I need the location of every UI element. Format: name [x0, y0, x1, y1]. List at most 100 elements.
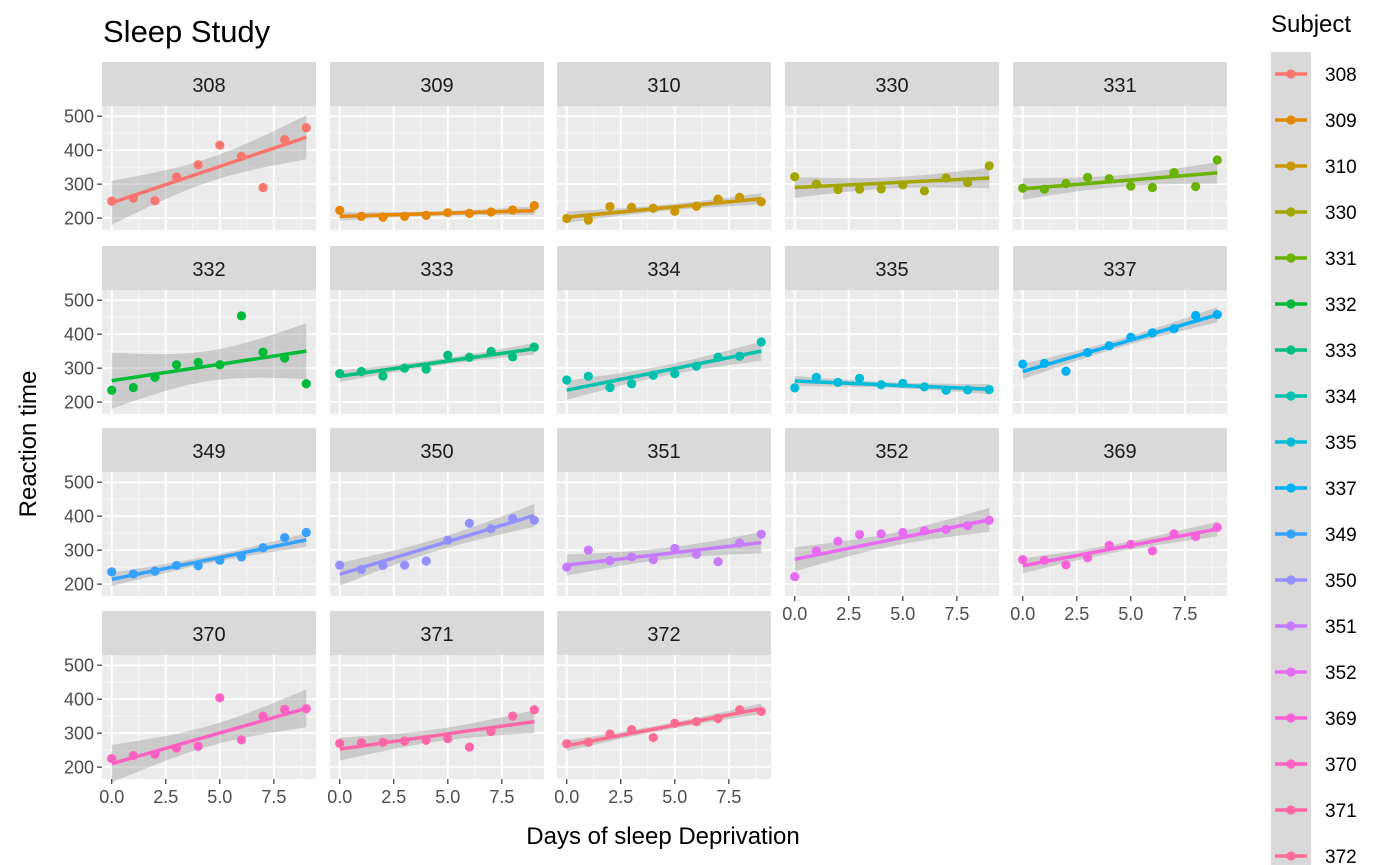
x-tick-label: 7.5: [489, 787, 514, 807]
facet-strip-label: 335: [875, 259, 908, 281]
data-point: [280, 135, 290, 145]
legend-label: 351: [1325, 617, 1357, 638]
legend-label: 370: [1325, 755, 1357, 776]
facet-panel-335: 335: [785, 246, 999, 414]
data-point: [735, 538, 745, 548]
data-point: [356, 366, 366, 377]
y-tick-label: 400: [64, 690, 94, 710]
facet-strip: [557, 246, 771, 290]
data-point: [1147, 182, 1158, 193]
legend-label: 350: [1325, 571, 1357, 592]
data-point: [756, 706, 766, 716]
data-point: [919, 382, 930, 392]
y-tick-label: 300: [64, 541, 94, 561]
data-point: [735, 351, 745, 361]
data-point: [301, 527, 311, 538]
data-point: [1104, 341, 1114, 351]
x-tick-label: 2.5: [608, 787, 633, 807]
data-point: [626, 202, 637, 212]
panel-background: [1013, 106, 1227, 230]
data-point: [583, 737, 593, 747]
legend-label: 349: [1325, 525, 1357, 546]
data-point: [193, 357, 203, 367]
panel-background: [785, 472, 999, 596]
data-point: [193, 561, 203, 571]
x-tick-label: 2.5: [153, 787, 178, 807]
fit-line: [794, 176, 990, 190]
data-point: [464, 742, 475, 752]
data-point: [735, 192, 745, 202]
data-point: [833, 184, 843, 195]
facet-strip-label: 350: [420, 441, 453, 463]
facet-panel-330: 330: [785, 62, 999, 230]
facet-strip: [557, 62, 771, 106]
data-point: [236, 151, 247, 161]
data-point: [670, 718, 680, 728]
data-point: [443, 208, 453, 218]
legend-label: 372: [1325, 847, 1357, 865]
data-point: [464, 208, 475, 218]
fit-line: [339, 347, 535, 379]
x-tick-label: 0.0: [327, 787, 352, 807]
facet-strip: [102, 428, 316, 472]
data-point: [876, 380, 886, 390]
y-tick-label: 300: [64, 175, 94, 195]
legend-point-swatch: [1286, 851, 1296, 861]
data-point: [898, 527, 908, 538]
legend-item-334: 334: [1275, 387, 1357, 408]
data-point: [713, 352, 723, 362]
y-tick-label: 300: [64, 359, 94, 379]
legend-key-background: [1271, 52, 1311, 865]
legend-item-330: 330: [1275, 203, 1357, 224]
facet-strip-label: 351: [647, 441, 680, 463]
data-point: [1126, 181, 1136, 191]
facet-strip-label: 334: [647, 259, 680, 281]
fit-line: [566, 540, 762, 567]
panel-background: [785, 290, 999, 414]
legend-point-swatch: [1286, 69, 1296, 79]
data-point: [876, 529, 886, 539]
legend-label: 335: [1325, 433, 1357, 454]
facet-strip-label: 371: [420, 624, 453, 646]
data-point: [399, 211, 410, 222]
facet-panel-372: 372 0.0 2.5 5.0 7.5: [554, 611, 771, 807]
data-point: [562, 562, 572, 572]
data-point: [984, 161, 994, 171]
data-point: [464, 352, 475, 362]
data-point: [691, 716, 702, 727]
data-point: [790, 572, 800, 582]
data-point: [215, 555, 225, 565]
fit-line: [339, 208, 535, 219]
data-point: [128, 750, 138, 761]
facet-panel-310: 310: [557, 62, 771, 230]
data-point: [1104, 540, 1114, 550]
data-point: [150, 566, 160, 576]
data-point: [562, 739, 572, 749]
data-point: [335, 738, 345, 748]
data-point: [529, 200, 539, 211]
data-point: [280, 704, 290, 714]
data-point: [128, 382, 138, 393]
data-point: [356, 564, 366, 575]
data-point: [670, 543, 680, 554]
y-axis-title: Reaction time: [15, 371, 42, 518]
legend-point-swatch: [1286, 805, 1296, 815]
data-point: [464, 518, 475, 528]
data-point: [529, 705, 539, 715]
data-point: [107, 385, 117, 395]
data-point: [443, 350, 453, 360]
legend-point-swatch: [1286, 345, 1296, 355]
data-point: [171, 743, 182, 753]
legend-item-371: 371: [1275, 801, 1357, 822]
y-tick-label: 200: [64, 758, 94, 778]
data-point: [648, 732, 658, 743]
fit-line: [111, 706, 307, 766]
facet-strip: [785, 62, 999, 106]
facet-strip-label: 310: [647, 75, 680, 97]
data-point: [258, 711, 268, 721]
data-point: [811, 372, 821, 382]
fit-line: [794, 379, 990, 391]
data-point: [486, 346, 496, 357]
data-point: [508, 711, 518, 721]
data-point: [735, 705, 745, 715]
